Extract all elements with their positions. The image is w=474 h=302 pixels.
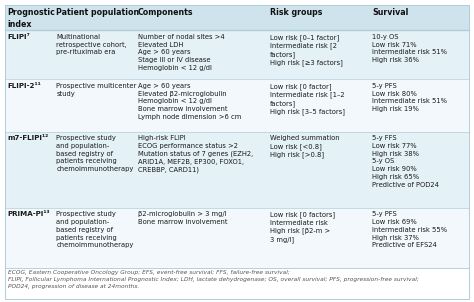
Text: 5-y FFS
Low risk 77%
High risk 38%
5-y OS
Low risk 90%
High risk 65%
Predictive : 5-y FFS Low risk 77% High risk 38% 5-y O… xyxy=(372,135,439,188)
Bar xyxy=(267,31,369,79)
Bar xyxy=(135,208,267,268)
Bar xyxy=(369,31,469,79)
Text: Survival: Survival xyxy=(372,8,409,17)
Bar xyxy=(369,132,469,208)
Bar xyxy=(267,79,369,132)
Text: Prognostic
index: Prognostic index xyxy=(8,8,55,29)
Bar xyxy=(369,208,469,268)
Text: Low risk [0–1 factor]
Intermediate risk [2
factors]
High risk [≥3 factors]: Low risk [0–1 factor] Intermediate risk … xyxy=(270,34,343,66)
Text: High-risk FLIPI
ECOG performance status >2
Mutation status of 7 genes (EZH2,
ARI: High-risk FLIPI ECOG performance status … xyxy=(137,135,253,173)
Bar xyxy=(135,5,267,31)
Bar xyxy=(369,79,469,132)
Bar xyxy=(135,132,267,208)
Text: Weighed summation
Low risk [<0.8]
High risk [>0.8]: Weighed summation Low risk [<0.8] High r… xyxy=(270,135,340,158)
Text: FLIPI-2¹¹: FLIPI-2¹¹ xyxy=(8,83,41,89)
Text: β2-microglobulin > 3 mg/l
Bone marrow involvement: β2-microglobulin > 3 mg/l Bone marrow in… xyxy=(137,211,227,225)
Text: 5-y PFS
Low risk 69%
Intermediate risk 55%
High risk 37%
Predictive of EFS24: 5-y PFS Low risk 69% Intermediate risk 5… xyxy=(372,211,447,248)
Text: Prospective study
and population-
based registry of
patients receiving
chemoimmu: Prospective study and population- based … xyxy=(56,135,134,172)
Text: Multinational
retrospective cohort,
pre-rituximab era: Multinational retrospective cohort, pre-… xyxy=(56,34,127,56)
Text: ECOG, Eastern Cooperative Oncology Group; EFS, event-free survival; FFS, failure: ECOG, Eastern Cooperative Oncology Group… xyxy=(8,270,419,289)
Bar xyxy=(54,79,135,132)
Bar xyxy=(54,5,135,31)
Text: 10-y OS
Low risk 71%
Intermediate risk 51%
High risk 36%: 10-y OS Low risk 71% Intermediate risk 5… xyxy=(372,34,447,63)
Text: Patient population: Patient population xyxy=(56,8,139,17)
Bar xyxy=(54,31,135,79)
Bar xyxy=(5,5,54,31)
Text: 5-y PFS
Low risk 80%
Intermediate risk 51%
High risk 19%: 5-y PFS Low risk 80% Intermediate risk 5… xyxy=(372,83,447,112)
Bar xyxy=(5,79,54,132)
Text: FLIPI⁷: FLIPI⁷ xyxy=(8,34,30,40)
Bar xyxy=(135,31,267,79)
Bar xyxy=(267,5,369,31)
Bar xyxy=(267,208,369,268)
Text: Age > 60 years
Elevated β2-microglobulin
Hemoglobin < 12 g/dl
Bone marrow involv: Age > 60 years Elevated β2-microglobulin… xyxy=(137,83,241,120)
Text: Low risk [0 factors]
Intermediate risk
High risk [β2-m >
3 mg/l]: Low risk [0 factors] Intermediate risk H… xyxy=(270,211,335,243)
Bar xyxy=(369,5,469,31)
Bar xyxy=(5,132,54,208)
Text: m7-FLIPI¹²: m7-FLIPI¹² xyxy=(8,135,49,141)
Bar xyxy=(267,132,369,208)
Bar xyxy=(135,79,267,132)
Bar xyxy=(54,208,135,268)
Bar xyxy=(5,31,54,79)
Bar xyxy=(54,132,135,208)
Text: Risk groups: Risk groups xyxy=(270,8,322,17)
Text: Components: Components xyxy=(137,8,193,17)
Bar xyxy=(5,268,469,299)
Text: Prospective study
and population-
based registry of
patients receiving
chemoimmu: Prospective study and population- based … xyxy=(56,211,134,248)
Text: Number of nodal sites >4
Elevated LDH
Age > 60 years
Stage III or IV disease
Hem: Number of nodal sites >4 Elevated LDH Ag… xyxy=(137,34,224,71)
Text: Prospective multicenter
study: Prospective multicenter study xyxy=(56,83,137,97)
Text: Low risk [0 factor]
Intermediate risk [1–2
factors]
High risk [3–5 factors]: Low risk [0 factor] Intermediate risk [1… xyxy=(270,83,345,115)
Bar xyxy=(5,208,54,268)
Text: PRIMA-PI¹³: PRIMA-PI¹³ xyxy=(8,211,50,217)
